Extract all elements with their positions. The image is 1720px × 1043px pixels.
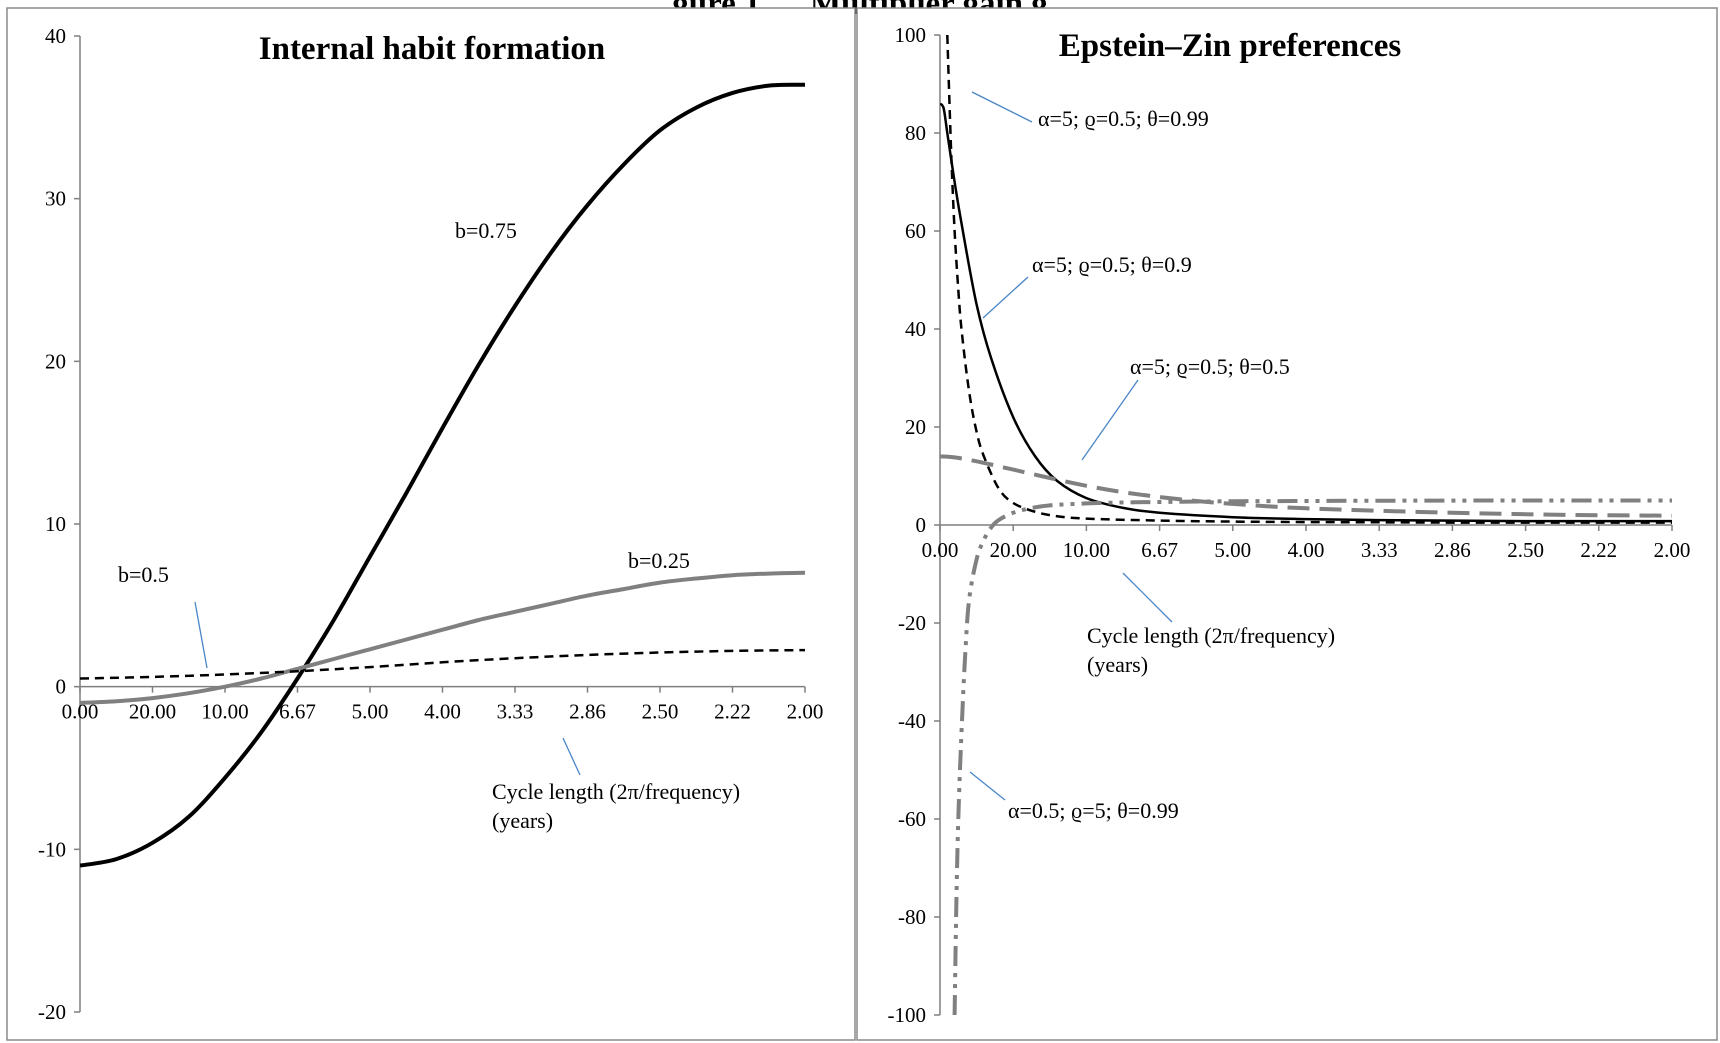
x-tick-label: 6.67 [279,700,316,724]
x-axis-label: Cycle length (2π/frequency) (years) [1087,623,1335,677]
y-tick-label: -10 [38,837,66,861]
y-tick-label: 40 [905,317,926,341]
y-tick-label: 20 [45,349,66,373]
series-annotation: α=5; ϱ=0.5; θ=0.5 [1130,354,1290,379]
y-tick-label: -60 [898,807,926,831]
x-tick-label: 2.86 [1434,538,1471,562]
series-line [940,454,1673,518]
x-tick-label: 5.00 [352,700,389,724]
series-annotation: α=5; ϱ=0.5; θ=0.9 [1032,252,1192,277]
series-group [940,34,1673,1016]
x-tick-label: 2.86 [569,700,606,724]
x-tick-label: 10.00 [201,700,248,724]
series-annotation: b=0.25 [628,548,690,573]
series-line [80,82,806,868]
y-tick-label: -40 [898,709,926,733]
x-tick-label: 6.67 [1141,538,1178,562]
x-tick-label: 2.00 [787,700,824,724]
series-annotation: b=0.75 [455,218,517,243]
annotation-leader [969,771,1006,801]
x-axis-label-leader [562,737,581,776]
x-tick-label: 2.50 [642,700,679,724]
right-chart-title: Epstein–Zin preferences [1059,28,1402,64]
y-tick-label: 40 [45,24,66,48]
series-group [80,82,806,868]
right-panel-frame [856,7,1718,1041]
x-tick-label: 2.50 [1507,538,1544,562]
annotation-leader [194,601,208,669]
x-axis-label-leader [1122,572,1173,623]
right-chart: -100 -80 -60 -40 -20 0 20 40 60 80 100 0.00 20.00 10.… [888,23,1691,1027]
annotation-leader [982,276,1029,319]
left-panel-frame [6,7,856,1041]
series-line [80,570,806,705]
y-tick-label: 100 [895,23,927,47]
y-tick-label: -80 [898,905,926,929]
x-tick-label: 4.00 [424,700,461,724]
series-line [80,648,806,680]
y-tick-label: -100 [888,1003,927,1027]
y-tick-label: 0 [916,513,927,537]
y-tick-label: -20 [38,1000,66,1024]
left-chart-title: Internal habit formation [259,31,606,67]
x-tick-label: 20.00 [129,700,176,724]
annotation-leader [1081,379,1139,461]
y-tick-label: 0 [56,675,67,699]
x-tick-label: 20.00 [990,538,1037,562]
series-line [940,102,1672,523]
series-line [952,498,1672,1016]
x-tick-label: 0.00 [922,538,959,562]
series-line [946,34,1672,524]
x-tick-label: 3.33 [1361,538,1398,562]
x-tick-label: 5.00 [1214,538,1251,562]
x-tick-label: 3.33 [497,700,534,724]
x-tick-label: 2.00 [1654,538,1691,562]
y-tick-label: 20 [905,415,926,439]
x-tick-label: 10.00 [1063,538,1110,562]
series-annotation: α=5; ϱ=0.5; θ=0.99 [1038,106,1209,131]
annotation-leader [971,91,1033,123]
y-tick-label: 60 [905,219,926,243]
y-tick-label: -20 [898,611,926,635]
x-tick-label: 2.22 [714,700,751,724]
x-axis-label: Cycle length (2π/frequency) (years) [492,779,740,833]
series-annotation: α=0.5; ϱ=5; θ=0.99 [1008,798,1179,823]
y-tick-label: 10 [45,512,66,536]
y-tick-label: 80 [905,121,926,145]
x-tick-label: 4.00 [1288,538,1325,562]
x-tick-label: 2.22 [1580,538,1617,562]
y-tick-label: 30 [45,187,66,211]
series-annotation: b=0.5 [118,562,169,587]
